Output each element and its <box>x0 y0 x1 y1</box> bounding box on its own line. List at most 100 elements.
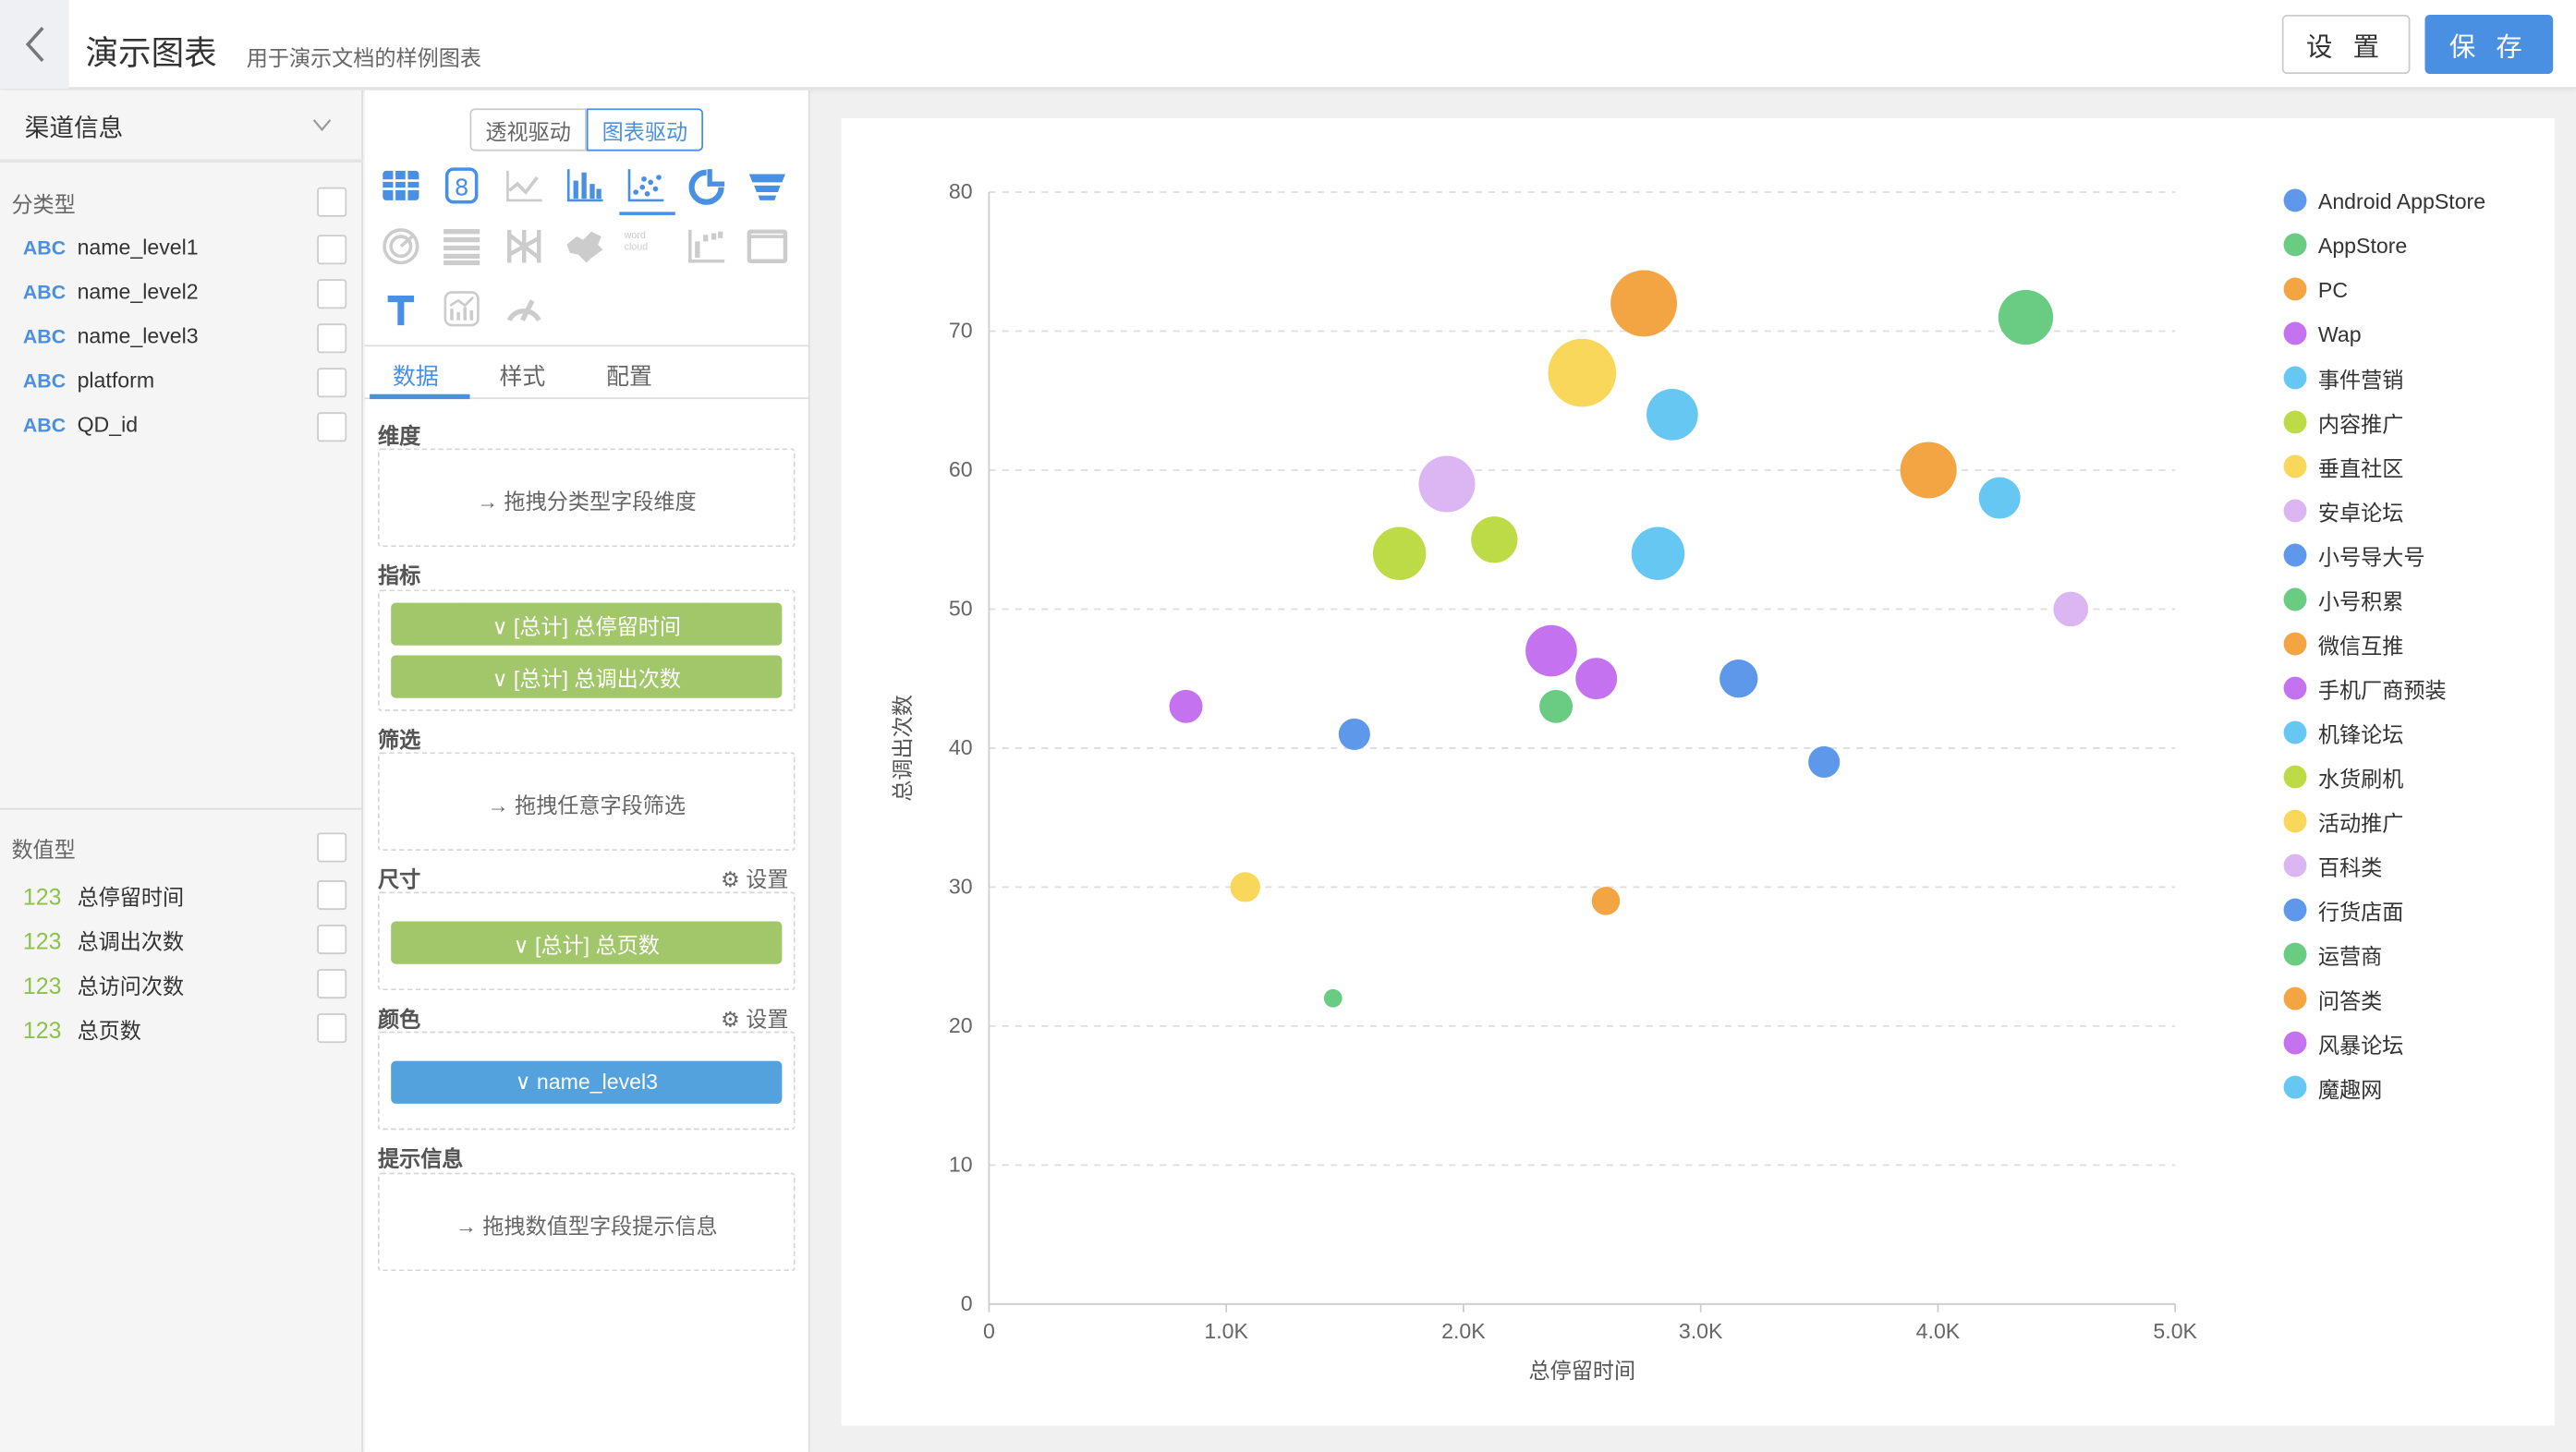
field-item[interactable]: 123 总调出次数 <box>23 925 184 956</box>
dimension-dropzone[interactable]: → 拖拽分类型字段维度 <box>377 448 796 548</box>
text-icon[interactable] <box>380 287 422 330</box>
legend-item[interactable]: 风暴论坛 <box>2283 1030 2403 1057</box>
numeric-title: 数值型 <box>11 837 76 863</box>
color-pill[interactable]: ∨ name_level3 <box>391 1060 783 1104</box>
field-checkbox[interactable] <box>317 925 347 955</box>
size-pill[interactable]: ∨ [总计] 总页数 <box>391 921 783 964</box>
measure-dropzone[interactable]: ∨ [总计] 总停留时间 ∨ [总计] 总调出次数 <box>377 589 796 711</box>
legend-label: 魔趣网 <box>2317 1076 2383 1102</box>
field-checkbox[interactable] <box>317 235 347 265</box>
tooltip-dropzone[interactable]: → 拖拽数值型字段提示信息 <box>377 1172 796 1272</box>
settings-button[interactable]: 设 置 <box>2281 15 2411 75</box>
field-checkbox[interactable] <box>317 412 347 442</box>
legend-item[interactable]: PC <box>2283 276 2348 302</box>
legend-item[interactable]: Wap <box>2283 321 2362 346</box>
legend-item[interactable]: 内容推广 <box>2283 409 2403 436</box>
gauge-icon[interactable] <box>503 287 545 330</box>
measure-pill[interactable]: ∨ [总计] 总调出次数 <box>391 655 783 698</box>
word-cloud-icon[interactable]: word cloud <box>624 231 649 253</box>
legend-item[interactable]: 百科类 <box>2283 853 2382 879</box>
filter-hint: → 拖拽任意字段筛选 <box>487 793 687 818</box>
field-item[interactable]: ABC QD_id <box>23 412 138 437</box>
dimension-hint: → 拖拽分类型字段维度 <box>476 489 697 514</box>
color-settings-button[interactable]: ⚙ 设置 <box>721 1002 788 1034</box>
heat-chart-icon[interactable] <box>685 225 727 268</box>
chevron-down-icon <box>312 119 332 132</box>
field-type-badge: ABC <box>22 281 67 304</box>
legend-swatch <box>2283 632 2307 656</box>
legend-swatch <box>2283 543 2307 567</box>
legend-item[interactable]: 小号导大号 <box>2283 542 2425 569</box>
legend-label: 微信互推 <box>2317 633 2404 659</box>
measure-pill[interactable]: ∨ [总计] 总停留时间 <box>391 602 783 646</box>
back-button[interactable] <box>0 0 69 90</box>
field-checkbox[interactable] <box>317 969 347 999</box>
legend-item[interactable]: 运营商 <box>2283 941 2382 968</box>
legend-item[interactable]: 活动推广 <box>2283 808 2403 835</box>
legend-item[interactable]: 魔趣网 <box>2283 1074 2383 1102</box>
legend-item[interactable]: AppStore <box>2283 232 2407 258</box>
y-tick-label: 60 <box>949 457 973 481</box>
field-checkbox[interactable] <box>317 880 347 911</box>
sankey-chart-icon[interactable] <box>441 225 483 268</box>
field-item[interactable]: 123 总页数 <box>23 1013 141 1045</box>
field-item[interactable]: ABC name_level2 <box>23 279 199 304</box>
x-axis-label: 总停留时间 <box>1529 1359 1636 1383</box>
legend-item[interactable]: 微信互推 <box>2283 631 2404 659</box>
tab-2[interactable]: 配置 <box>606 362 652 390</box>
bubble-point <box>1808 745 1841 779</box>
save-button[interactable]: 保 存 <box>2424 15 2554 75</box>
bubble-point <box>1646 388 1698 441</box>
line-chart-icon[interactable] <box>503 164 545 207</box>
field-checkbox[interactable] <box>317 1013 347 1044</box>
mode-pivot-button[interactable]: 透视驱动 <box>469 108 587 151</box>
bubble-point <box>1323 988 1343 1008</box>
numeric-checkbox[interactable] <box>317 832 347 863</box>
scatter-chart-icon[interactable] <box>625 164 667 207</box>
legend-item[interactable]: 机锋论坛 <box>2283 720 2403 746</box>
categorical-checkbox[interactable] <box>317 187 347 217</box>
field-item[interactable]: ABC name_level3 <box>23 323 199 348</box>
tab-0[interactable]: 数据 <box>392 362 439 390</box>
bubble-point <box>1998 289 2054 345</box>
legend-item[interactable]: 问答类 <box>2283 986 2382 1012</box>
legend-item[interactable]: Android AppStore <box>2283 188 2485 213</box>
web-component-icon[interactable] <box>746 225 788 268</box>
field-checkbox[interactable] <box>317 279 347 309</box>
legend-label: 水货刷机 <box>2317 766 2404 792</box>
field-item[interactable]: ABC name_level1 <box>23 235 199 260</box>
mode-chart-button[interactable]: 图表驱动 <box>586 108 704 151</box>
combo-chart-icon[interactable] <box>441 287 483 330</box>
china-map-icon[interactable] <box>564 225 606 268</box>
color-dropzone[interactable]: ∨ name_level3 <box>377 1031 796 1131</box>
kpi-number-icon[interactable]: 8 <box>441 164 483 207</box>
legend-item[interactable]: 安卓论坛 <box>2283 498 2403 525</box>
pie-chart-icon[interactable] <box>685 164 727 207</box>
field-item[interactable]: 123 总访问次数 <box>23 969 184 1000</box>
field-checkbox[interactable] <box>317 323 347 354</box>
table-icon[interactable] <box>380 164 422 207</box>
field-checkbox[interactable] <box>317 368 347 398</box>
dataset-selector[interactable]: 渠道信息 <box>0 91 363 163</box>
legend-item[interactable]: 小号积累 <box>2283 587 2403 613</box>
field-item[interactable]: 123 总停留时间 <box>23 880 184 912</box>
field-type-badge: 123 <box>22 883 62 911</box>
size-settings-button[interactable]: ⚙ 设置 <box>721 863 788 894</box>
legend-item[interactable]: 行货店面 <box>2283 897 2403 924</box>
legend-item[interactable]: 垂直社区 <box>2283 454 2403 480</box>
legend-item[interactable]: 手机厂商预装 <box>2283 675 2447 702</box>
funnel-chart-icon[interactable] <box>746 164 788 207</box>
page-subtitle: 用于演示文档的样例图表 <box>246 45 482 71</box>
filter-dropzone[interactable]: → 拖拽任意字段筛选 <box>377 752 796 852</box>
tab-1[interactable]: 样式 <box>499 362 546 390</box>
size-dropzone[interactable]: ∨ [总计] 总页数 <box>377 891 796 991</box>
legend-item[interactable]: 水货刷机 <box>2283 764 2404 792</box>
radar-chart-icon[interactable] <box>380 225 422 268</box>
bar-chart-icon[interactable] <box>564 164 606 207</box>
color-title: 颜色 <box>377 1006 421 1032</box>
field-item[interactable]: ABC platform <box>23 368 154 393</box>
bubble-point <box>1719 659 1758 698</box>
bubble-point <box>1418 455 1476 513</box>
legend-item[interactable]: 事件营销 <box>2283 365 2403 392</box>
parallel-chart-icon[interactable] <box>503 225 545 268</box>
